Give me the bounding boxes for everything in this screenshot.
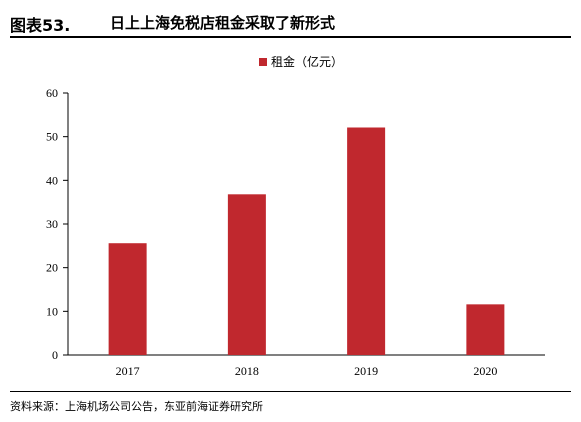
y-tick-label: 60 (46, 86, 58, 100)
source-divider (10, 391, 571, 392)
figure-title: 日上上海免税店租金采取了新形式 (110, 14, 336, 32)
y-tick-label: 50 (46, 130, 58, 144)
bar (466, 304, 505, 355)
y-tick-label: 30 (46, 217, 58, 231)
x-tick-label: 2018 (235, 364, 259, 378)
source-note: 资料来源：上海机场公司公告，东亚前海证券研究所 (10, 400, 263, 413)
bar (108, 243, 147, 355)
legend-label: 租金（亿元） (271, 54, 343, 69)
y-tick-label: 20 (46, 261, 58, 275)
figure-label: 图表53. (10, 16, 71, 35)
y-tick-label: 0 (52, 348, 58, 362)
title-bar: 图表53. 日上上海免税店租金采取了新形式 (10, 8, 571, 38)
y-tick-label: 40 (46, 173, 58, 187)
bar (347, 127, 386, 355)
x-tick-label: 2020 (473, 364, 497, 378)
bar-chart: 租金（亿元） 0 10 20 30 40 50 60 2017 2018 2019 2020 (46, 54, 545, 378)
y-tick-label: 10 (46, 304, 58, 318)
bar (227, 194, 266, 355)
x-tick-label: 2017 (116, 364, 140, 378)
chart-area: 租金（亿元） 0 10 20 30 40 50 60 2017 2018 2019 2020 (0, 40, 581, 390)
x-tick-label: 2019 (354, 364, 378, 378)
legend-swatch (259, 58, 267, 66)
